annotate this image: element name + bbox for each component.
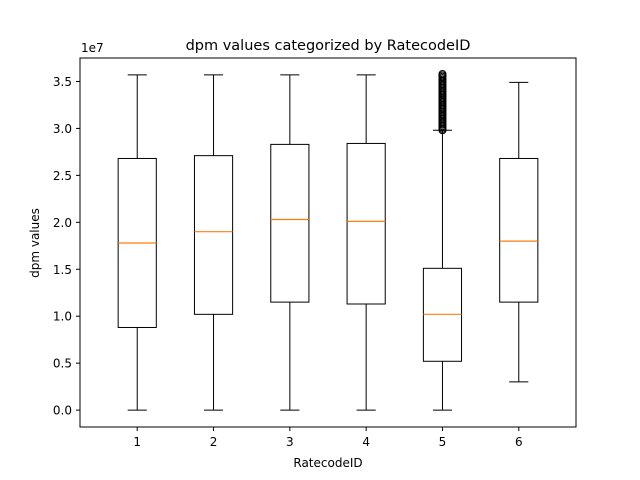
y-axis-offset-label: 1e7 bbox=[81, 41, 104, 55]
box-group-6 bbox=[499, 81, 539, 383]
x-tick-label: 1 bbox=[133, 435, 141, 449]
y-tick-label: 3.0 bbox=[53, 122, 72, 136]
chart-title: dpm values categorized by RatecodeID bbox=[186, 38, 471, 54]
plot-area: 1 2 3 4 5 6 0.0 0.5 1.0 1.5 2.0 2.5 3.0 3.5 bbox=[53, 57, 577, 449]
x-tick-label: 4 bbox=[362, 435, 370, 449]
box-group-2 bbox=[193, 74, 234, 411]
box-group-1 bbox=[117, 74, 157, 411]
y-tick-label: 1.5 bbox=[53, 263, 72, 277]
box-iqr bbox=[270, 143, 310, 303]
box-iqr bbox=[193, 155, 234, 315]
y-tick-label: 0.5 bbox=[53, 357, 72, 371]
x-tick-label: 6 bbox=[515, 435, 523, 449]
x-tick-label: 2 bbox=[210, 435, 218, 449]
y-tick-label: 1.0 bbox=[53, 310, 72, 324]
box-iqr bbox=[499, 157, 539, 303]
y-tick-label: 0.0 bbox=[53, 404, 72, 418]
y-tick-label: 3.5 bbox=[53, 75, 72, 89]
axes-frame bbox=[79, 57, 577, 428]
y-axis-label: dpm values bbox=[28, 208, 42, 278]
box-iqr bbox=[346, 142, 386, 305]
box-group-5 bbox=[422, 69, 463, 411]
box-group-4 bbox=[346, 74, 386, 411]
y-tick-label: 2.5 bbox=[53, 169, 72, 183]
x-tick-label: 3 bbox=[286, 435, 294, 449]
x-axis-label: RatecodeID bbox=[293, 456, 362, 470]
box-group-3 bbox=[270, 74, 310, 411]
x-tick-label: 5 bbox=[439, 435, 447, 449]
outlier-point bbox=[438, 69, 447, 78]
y-tick-label: 2.0 bbox=[53, 216, 72, 230]
